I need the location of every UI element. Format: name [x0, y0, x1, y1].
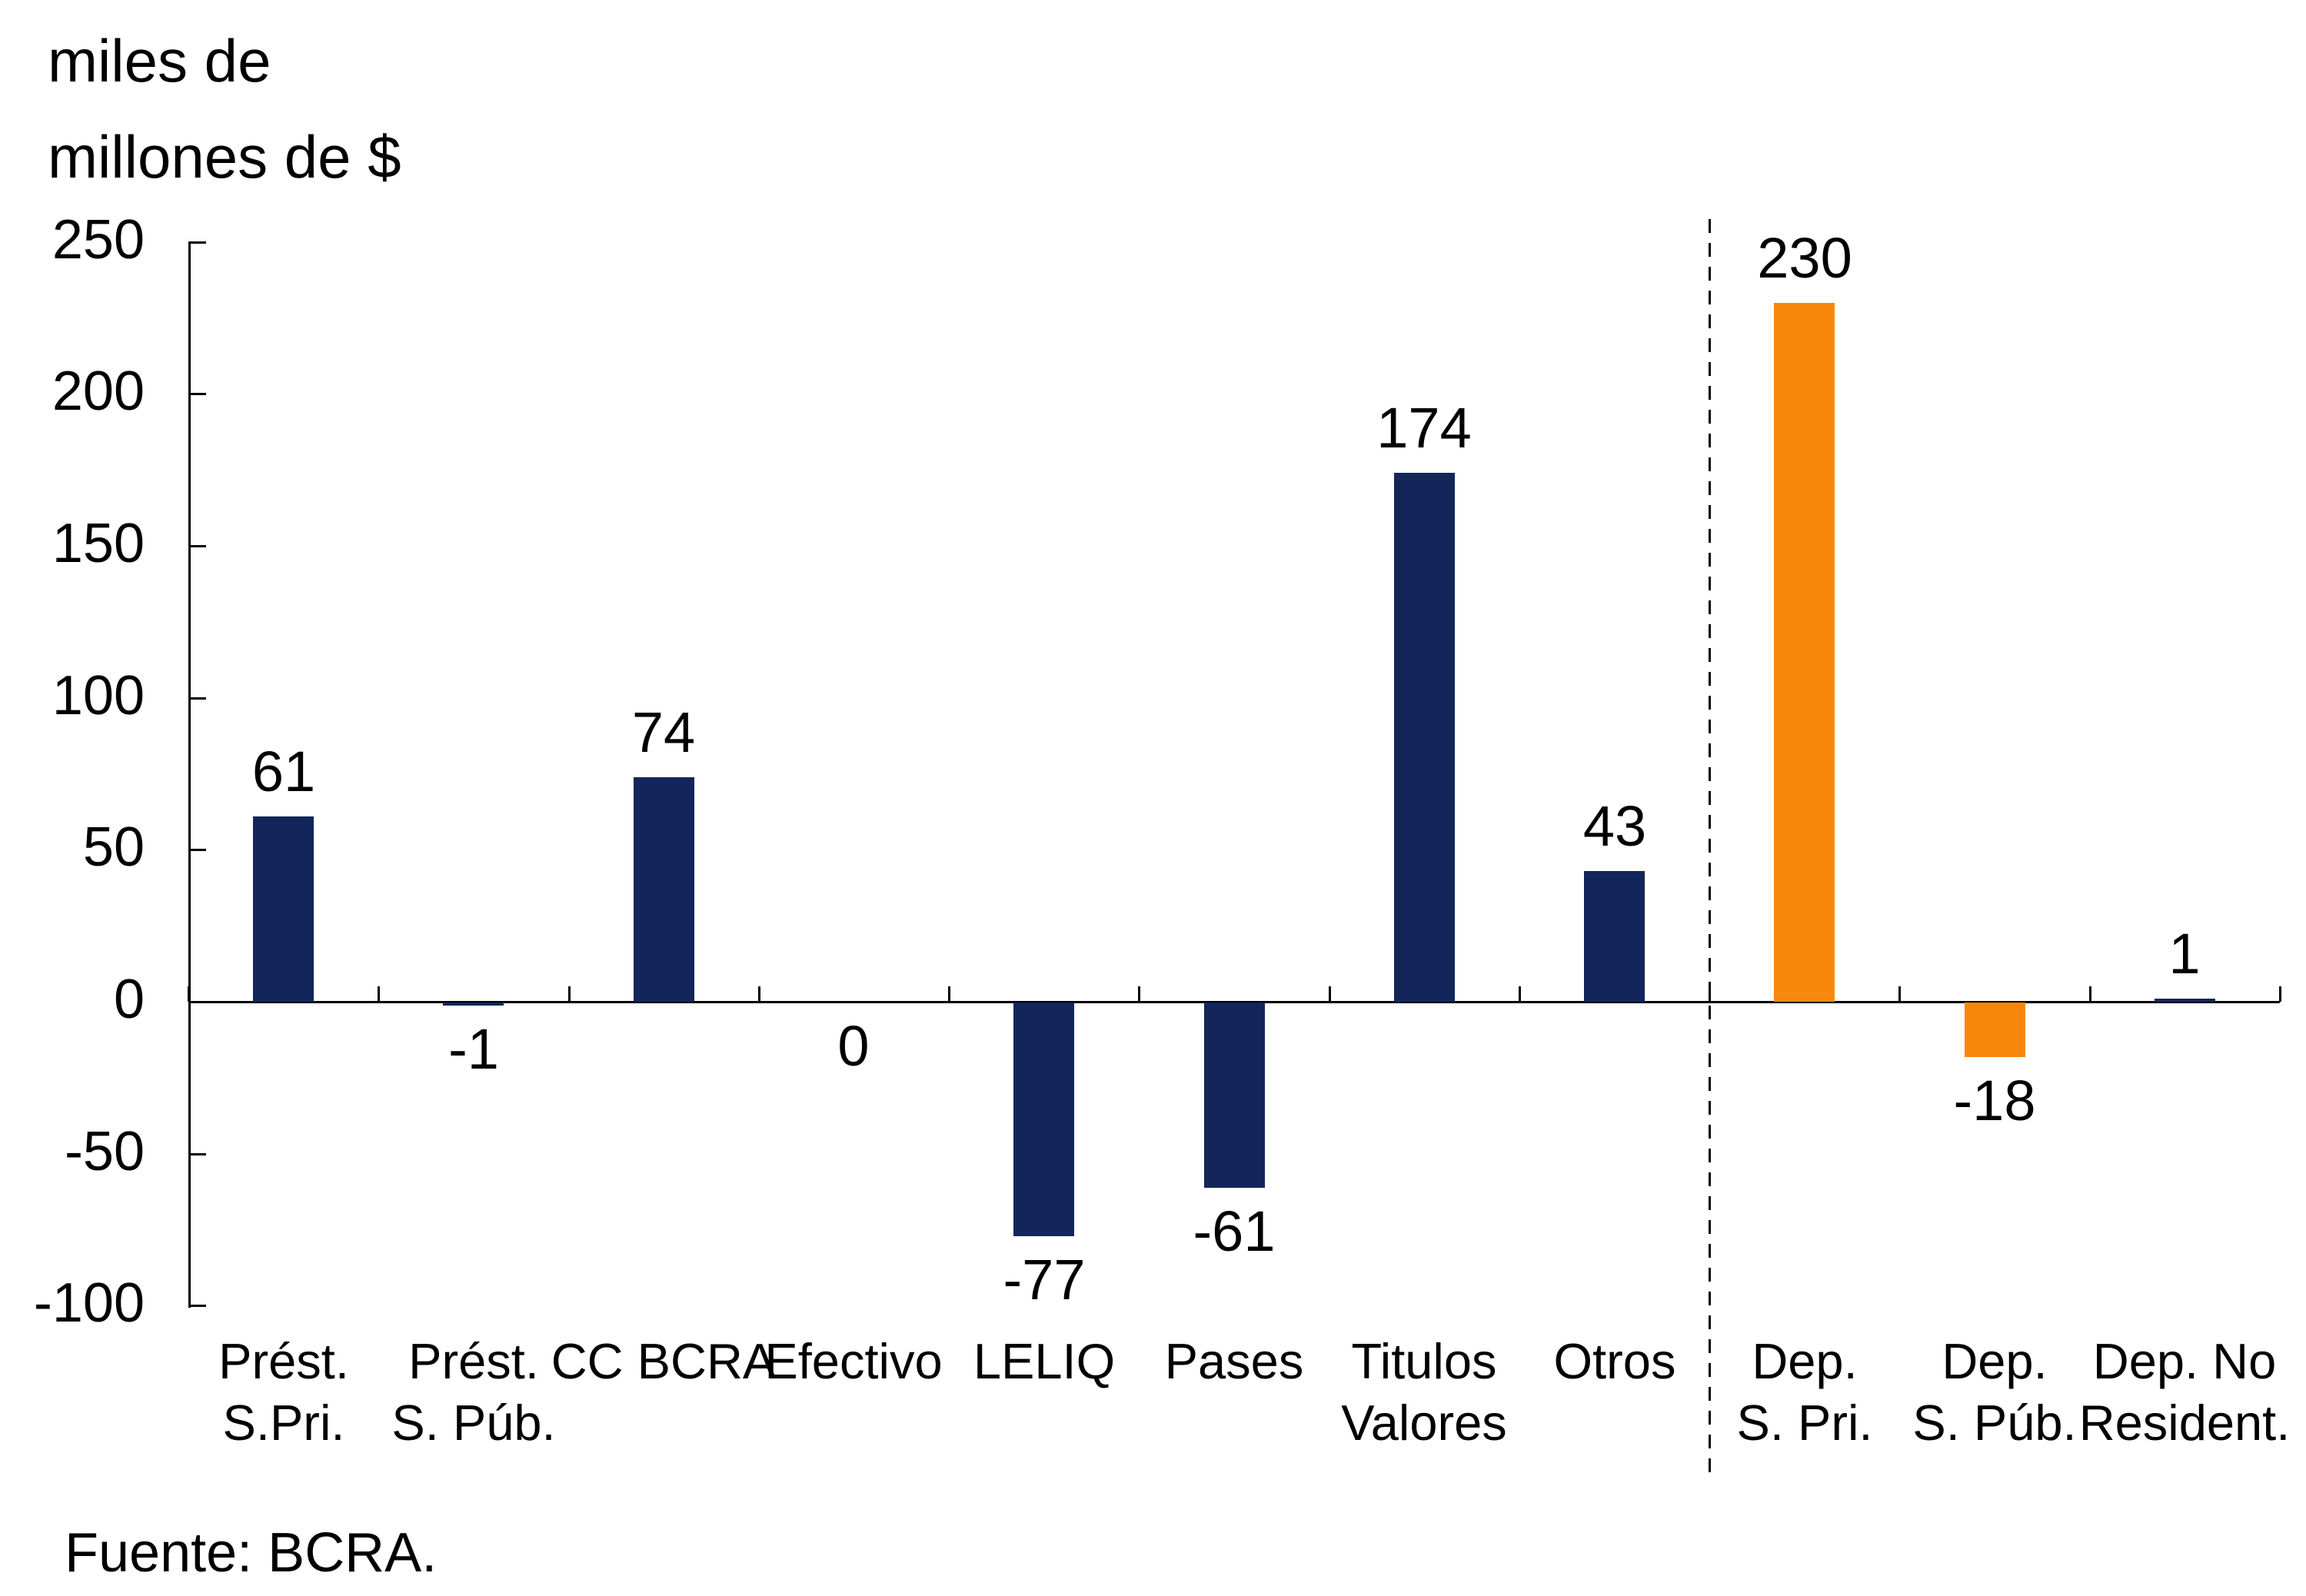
y-axis-tick	[188, 393, 206, 395]
category-label-line: LELIQ	[973, 1333, 1116, 1389]
category-label-line: S. Pri.	[1736, 1395, 1873, 1451]
value-label: 0	[837, 1014, 870, 1078]
y-axis-tick	[188, 241, 206, 244]
y-axis-tick-label: 200	[52, 361, 145, 422]
category-label-line: Resident.	[2078, 1395, 2291, 1451]
y-axis-tick-label: 100	[52, 665, 145, 727]
category-label-line: Titulos	[1351, 1333, 1497, 1389]
bar-CC BCRA	[634, 777, 694, 1002]
category-label-line: Prést.	[408, 1333, 539, 1389]
category-label: Dep. S. Pri.	[1674, 1331, 1935, 1454]
x-axis-tick	[1138, 986, 1140, 1002]
source-note: Fuente: BCRA.	[65, 1522, 438, 1584]
value-label: 230	[1757, 226, 1852, 290]
category-label-line: Dep. No	[2092, 1333, 2277, 1389]
x-axis-tick	[188, 986, 190, 1002]
category-label-line: S. Púb.	[1912, 1395, 2077, 1451]
y-axis-title-line2: millones de $	[48, 123, 401, 191]
x-axis-tick	[1898, 986, 1901, 1002]
category-label: Dep. S. Púb.	[1864, 1331, 2125, 1454]
y-axis-tick	[188, 545, 206, 547]
category-label: Efectivo	[723, 1331, 984, 1392]
value-label: -61	[1193, 1199, 1276, 1263]
bar-Otros	[1584, 871, 1645, 1002]
category-label-line: Pases	[1164, 1333, 1304, 1389]
category-label-line: Dep.	[1752, 1333, 1858, 1389]
category-label-line: S. Púb.	[391, 1395, 556, 1451]
y-axis-tick-label: -50	[64, 1121, 145, 1182]
bar-Prést. S. Púb.	[443, 1002, 504, 1006]
y-axis-tick-label: 250	[52, 209, 145, 271]
y-axis-title-line1: miles de	[48, 27, 271, 95]
y-axis-tick	[188, 1305, 206, 1307]
y-axis-tick	[188, 1001, 206, 1003]
category-label-line: Valores	[1341, 1395, 1507, 1451]
bar-Dep. No Resident.	[2155, 999, 2215, 1002]
value-label: 1	[2168, 922, 2201, 986]
y-axis-tick-label: -100	[33, 1272, 145, 1334]
category-label-line: S.Pri.	[222, 1395, 345, 1451]
category-label: Prést. S.Pri.	[153, 1331, 414, 1454]
x-axis-tick	[758, 986, 760, 1002]
x-axis-tick	[1519, 986, 1521, 1002]
value-label: 74	[631, 700, 696, 764]
category-label: LELIQ	[913, 1331, 1175, 1392]
x-axis-tick	[1329, 986, 1331, 1002]
y-axis-tick-label: 0	[113, 969, 145, 1030]
category-label-line: Prést.	[218, 1333, 349, 1389]
bar-Dep. S. Pri.	[1774, 303, 1835, 1002]
y-axis-line	[188, 242, 191, 1308]
category-label-line: Otros	[1553, 1333, 1676, 1389]
category-label: Dep. No Resident.	[2054, 1331, 2306, 1454]
value-label: 43	[1582, 794, 1647, 858]
category-label: Pases	[1103, 1331, 1365, 1392]
value-label: -18	[1953, 1069, 2036, 1132]
category-label-line: CC BCRA	[551, 1333, 777, 1389]
x-axis-tick	[568, 986, 571, 1002]
y-axis-title: miles de millones de $	[48, 13, 401, 205]
x-axis-tick	[948, 986, 950, 1002]
value-label: 174	[1376, 396, 1472, 460]
category-label: Prést. S. Púb.	[343, 1331, 604, 1454]
category-label-line: Efectivo	[764, 1333, 943, 1389]
bar-LELIQ	[1013, 1002, 1074, 1236]
x-axis-tick	[378, 986, 380, 1002]
y-axis-tick	[188, 697, 206, 700]
x-axis-line	[188, 1001, 2280, 1003]
value-label: -77	[1003, 1248, 1086, 1312]
bar-Titulos Valores	[1394, 473, 1455, 1002]
category-label: Otros	[1484, 1331, 1745, 1392]
y-axis-tick	[188, 1153, 206, 1155]
category-label-line: Dep.	[1942, 1333, 2048, 1389]
y-axis-tick	[188, 849, 206, 851]
category-label: Titulos Valores	[1293, 1331, 1555, 1454]
value-label: 61	[251, 740, 316, 803]
x-axis-tick	[2089, 986, 2091, 1002]
category-label: CC BCRA	[533, 1331, 794, 1392]
y-axis-tick-label: 150	[52, 513, 145, 574]
bar-Pases	[1204, 1002, 1265, 1188]
bar-Dep. S. Púb.	[1965, 1002, 2025, 1057]
y-axis-tick-label: 50	[82, 816, 145, 878]
x-axis-tick	[2279, 986, 2281, 1002]
value-label: -1	[448, 1017, 499, 1081]
group-separator-dashed-line	[1709, 219, 1711, 1480]
bar-Prést. S.Pri.	[253, 816, 314, 1002]
